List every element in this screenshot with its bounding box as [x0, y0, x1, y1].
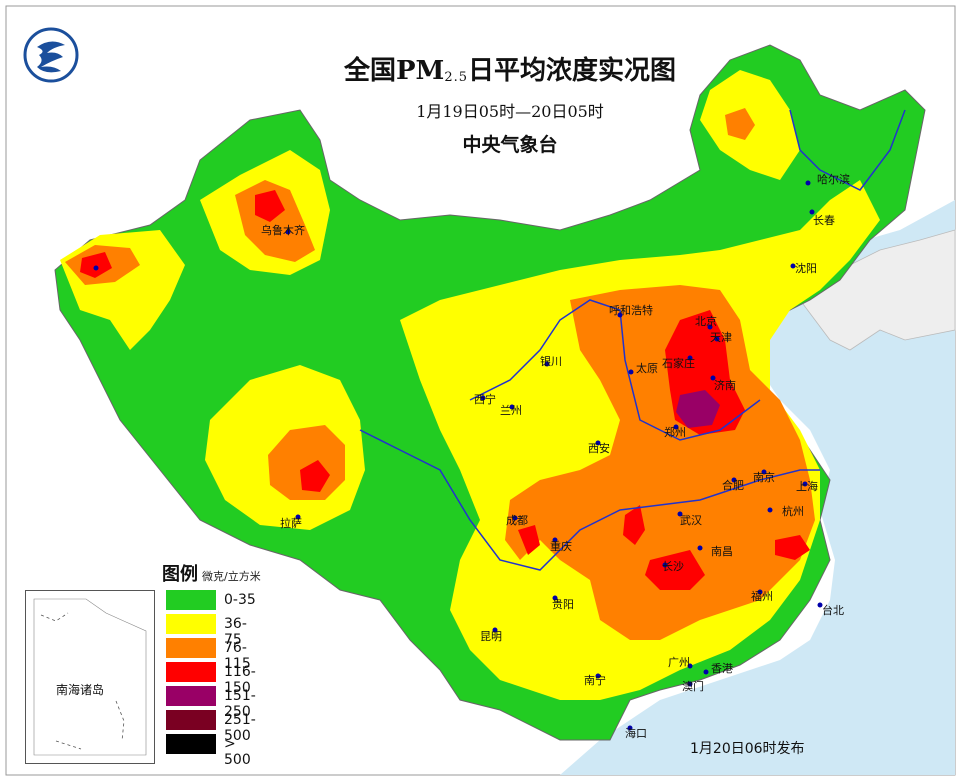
city-haikou: 海口 [625, 726, 647, 740]
neighbor-land [799, 229, 956, 351]
city-jinan: 济南 [714, 378, 736, 392]
zone-116-150-wuhan [623, 505, 645, 545]
city-hohhot: 呼和浩特 [609, 303, 653, 317]
legend-swatch [166, 662, 216, 682]
release-time: 1月20日06时发布 [690, 741, 805, 757]
legend-row: 0-35 [162, 586, 261, 610]
city-hefei: 合肥 [722, 478, 744, 492]
city-fuzhou: 福州 [751, 589, 773, 603]
zone-116-150-changsha [645, 550, 705, 590]
issuer: 中央气象台 [462, 134, 558, 156]
legend-label: 76-115 [224, 640, 251, 672]
legend-label: > 500 [224, 736, 251, 768]
city-wuhan: 武汉 [680, 514, 702, 527]
legend-row: 76-115 [162, 634, 261, 672]
legend-unit: 微克/立方米 [202, 570, 261, 583]
title-main: 全国PM [343, 56, 445, 86]
legend-row: > 500 [162, 730, 261, 768]
city-tianjin: 天津 [710, 331, 732, 344]
map-title: 全国PM2.5日平均浓度实况图 [300, 50, 720, 87]
northeast-river [789, 109, 906, 191]
legend-label: 251-500 [224, 712, 256, 744]
legend-swatch [166, 734, 216, 754]
city-beijing: 北京 [695, 314, 717, 328]
city-kunming: 昆明 [480, 630, 502, 643]
legend-label: 151-250 [224, 688, 256, 720]
zone-116-150-urumqi [255, 190, 285, 222]
city-nanchang: 南昌 [711, 545, 733, 558]
city-yinchuan: 银川 [540, 354, 562, 368]
city-urumqi: 乌鲁木齐 [261, 223, 305, 237]
zone-116-150-tibet [300, 460, 330, 492]
city-guiyang: 贵阳 [552, 598, 574, 611]
legend: 图例 微克/立方米 0-35 36-75 76-115 116-150 151-250 25… [162, 560, 261, 768]
zone-151-250 [676, 390, 720, 428]
city-shenyang: 沈阳 [795, 261, 817, 275]
city-zhengzhou: 郑州 [664, 425, 686, 439]
legend-row: 251-500 [162, 706, 261, 744]
city-harbin: 哈尔滨 [817, 172, 850, 186]
city-xian: 西安 [588, 441, 610, 455]
legend-label: 116-150 [224, 664, 256, 696]
zone-116-150-chengdu [518, 525, 540, 555]
legend-title: 图例 [162, 564, 198, 585]
city-lanzhou: 兰州 [500, 404, 522, 417]
zone-76-115 [505, 285, 815, 640]
city-lhasa: 拉萨 [280, 516, 302, 530]
legend-swatch [166, 614, 216, 634]
legend-swatch [166, 590, 216, 610]
zone-116-150-west [80, 252, 112, 278]
legend-row: 151-250 [162, 682, 261, 720]
city-shijiazhuang: 石家庄 [662, 356, 695, 370]
legend-rows: 0-35 36-75 76-115 116-150 151-250 251-500 > 50… [162, 586, 261, 768]
city-shanghai: 上海 [796, 479, 818, 493]
inset-label: 南海诸岛 [56, 683, 105, 697]
legend-label: 0-35 [224, 592, 256, 608]
city-guangzhou: 广州 [668, 656, 690, 669]
city-xining: 西宁 [474, 392, 496, 406]
zone-76-115-north [725, 108, 755, 140]
city-nanjing: 南京 [753, 470, 775, 484]
city-chengdu: 成都 [506, 514, 528, 527]
legend-swatch [166, 710, 216, 730]
legend-row: 36-75 [162, 610, 261, 648]
yangtze-river [359, 429, 820, 571]
time-range: 1月19日05时—20日05时 [416, 102, 604, 121]
city-hongkong: 香港 [711, 662, 733, 675]
city-taiyuan: 太原 [636, 362, 658, 375]
zone-116-150-east [775, 535, 810, 560]
title-rest: 日平均浓度实况图 [468, 56, 677, 86]
city-labels: 乌鲁木齐 哈尔滨 长春 沈阳 呼和浩特 北京 天津 石家庄 太原 银川 西宁 兰… [261, 172, 850, 740]
legend-row: 116-150 [162, 658, 261, 696]
city-macau: 澳门 [682, 679, 704, 693]
inset-map [33, 598, 147, 756]
city-markers [93, 180, 823, 731]
south-china-sea-inset: 南海诸岛 [25, 590, 155, 764]
legend-label: 36-75 [224, 616, 247, 648]
legend-swatch [166, 686, 216, 706]
city-chongqing: 重庆 [550, 539, 572, 553]
city-hangzhou: 杭州 [782, 504, 804, 518]
city-taipei: 台北 [822, 603, 844, 617]
city-changchun: 长春 [813, 214, 835, 227]
yellow-river [469, 299, 761, 441]
legend-swatch [166, 638, 216, 658]
cma-logo-icon [23, 27, 79, 83]
city-changsha: 长沙 [662, 560, 684, 573]
city-nanning: 南宁 [584, 673, 606, 687]
title-subscript: 2.5 [444, 70, 468, 85]
